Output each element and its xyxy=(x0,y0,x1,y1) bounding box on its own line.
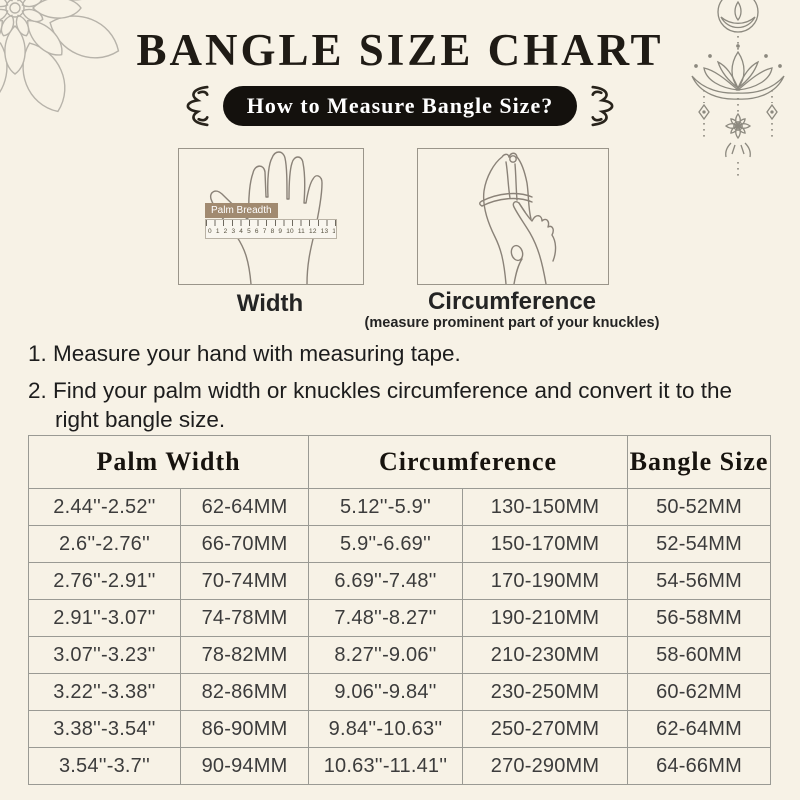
table-cell: 2.91''-3.07'' xyxy=(28,599,181,637)
circumference-header: Circumference xyxy=(308,435,629,489)
table-cell: 2.76''-2.91'' xyxy=(28,562,181,600)
table-cell: 74-78MM xyxy=(179,599,310,637)
table-cell: 10.63''-11.41'' xyxy=(308,747,464,785)
table-cell: 250-270MM xyxy=(462,710,629,748)
left-flourish-icon xyxy=(186,85,209,127)
table-cell: 9.84''-10.63'' xyxy=(308,710,464,748)
table-cell: 64-66MM xyxy=(627,747,772,785)
table-cell: 8.27''-9.06'' xyxy=(308,636,464,674)
table-row: 2.76''-2.91'' 70-74MM 6.69''-7.48'' 170-… xyxy=(28,562,772,600)
hanging-lotus-icon xyxy=(691,0,785,176)
table-row: 3.54''-3.7'' 90-94MM 10.63''-11.41'' 270… xyxy=(28,747,772,785)
table-cell: 7.48''-8.27'' xyxy=(308,599,464,637)
table-row: 3.22''-3.38'' 82-86MM 9.06''-9.84'' 230-… xyxy=(28,673,772,711)
table-cell: 50-52MM xyxy=(627,488,772,526)
table-cell: 9.06''-9.84'' xyxy=(308,673,464,711)
table-row: 2.91''-3.07'' 74-78MM 7.48''-8.27'' 190-… xyxy=(28,599,772,637)
table-cell: 6.69''-7.48'' xyxy=(308,562,464,600)
table-row: 3.07''-3.23'' 78-82MM 8.27''-9.06'' 210-… xyxy=(28,636,772,674)
ruler: 0 1 2 3 4 5 6 7 8 9 10 11 12 13 14 xyxy=(205,219,337,239)
instruction-step-1: 1. Measure your hand with measuring tape… xyxy=(28,341,461,366)
table-cell: 56-58MM xyxy=(627,599,772,637)
table-cell: 86-90MM xyxy=(179,710,310,748)
table-cell: 5.12''-5.9'' xyxy=(308,488,464,526)
mandala-flower-icon xyxy=(0,0,127,120)
palm-breadth-label: Palm Breadth xyxy=(205,203,278,218)
hand-circumference-illustration xyxy=(479,152,557,284)
table-cell: 210-230MM xyxy=(462,636,629,674)
table-cell: 90-94MM xyxy=(179,747,310,785)
table-cell: 54-56MM xyxy=(627,562,772,600)
circumference-note: (measure prominent part of your knuckles… xyxy=(364,315,660,331)
table-cell: 82-86MM xyxy=(179,673,310,711)
table-cell: 52-54MM xyxy=(627,525,772,563)
table-cell: 58-60MM xyxy=(627,636,772,674)
instructions-list: 1. Measure your hand with measuring tape… xyxy=(28,339,764,442)
hand-width-illustration xyxy=(209,151,323,284)
circumference-caption: Circumference xyxy=(427,288,597,315)
palm-width-header: Palm Width xyxy=(27,435,310,489)
table-cell: 3.54''-3.7'' xyxy=(28,747,181,785)
width-caption: Width xyxy=(236,290,304,317)
table-cell: 62-64MM xyxy=(627,710,772,748)
table-cell: 70-74MM xyxy=(179,562,310,600)
table-header-row: Palm Width Circumference Bangle Size xyxy=(27,435,772,489)
table-cell: 60-62MM xyxy=(627,673,772,711)
ruler-numbers: 0 1 2 3 4 5 6 7 8 9 10 11 12 13 14 xyxy=(208,228,335,235)
table-row: 2.44''-2.52'' 62-64MM 5.12''-5.9'' 130-1… xyxy=(28,488,772,526)
table-cell: 2.6''-2.76'' xyxy=(28,525,181,563)
table-cell: 66-70MM xyxy=(179,525,310,563)
table-cell: 3.07''-3.23'' xyxy=(28,636,181,674)
instruction-step-2: 2. Find your palm width or knuckles circ… xyxy=(28,377,733,433)
table-cell: 5.9''-6.69'' xyxy=(308,525,464,563)
table-cell: 270-290MM xyxy=(462,747,629,785)
table-cell: 190-210MM xyxy=(462,599,629,637)
table-row: 3.38''-3.54'' 86-90MM 9.84''-10.63'' 250… xyxy=(28,710,772,748)
table-cell: 150-170MM xyxy=(462,525,629,563)
table-cell: 3.38''-3.54'' xyxy=(28,710,181,748)
table-cell: 2.44''-2.52'' xyxy=(28,488,181,526)
bangle-size-header: Bangle Size xyxy=(627,435,772,489)
width-illustration-box: 0 1 2 3 4 5 6 7 8 9 10 11 12 13 14 Palm … xyxy=(178,148,364,285)
circumference-illustration-box xyxy=(417,148,609,285)
table-cell: 3.22''-3.38'' xyxy=(28,673,181,711)
table-row: 2.6''-2.76'' 66-70MM 5.9''-6.69'' 150-17… xyxy=(28,525,772,563)
badge-row: How to Measure Bangle Size? xyxy=(0,84,800,128)
table-cell: 130-150MM xyxy=(462,488,629,526)
table-cell: 62-64MM xyxy=(179,488,310,526)
page-title: BANGLE SIZE CHART xyxy=(136,25,664,75)
how-to-measure-badge: How to Measure Bangle Size? xyxy=(222,86,578,126)
table-cell: 78-82MM xyxy=(179,636,310,674)
table-cell: 230-250MM xyxy=(462,673,629,711)
right-flourish-icon xyxy=(591,85,614,127)
bangle-size-table: Palm Width Circumference Bangle Size 2.4… xyxy=(27,435,772,785)
table-cell: 170-190MM xyxy=(462,562,629,600)
